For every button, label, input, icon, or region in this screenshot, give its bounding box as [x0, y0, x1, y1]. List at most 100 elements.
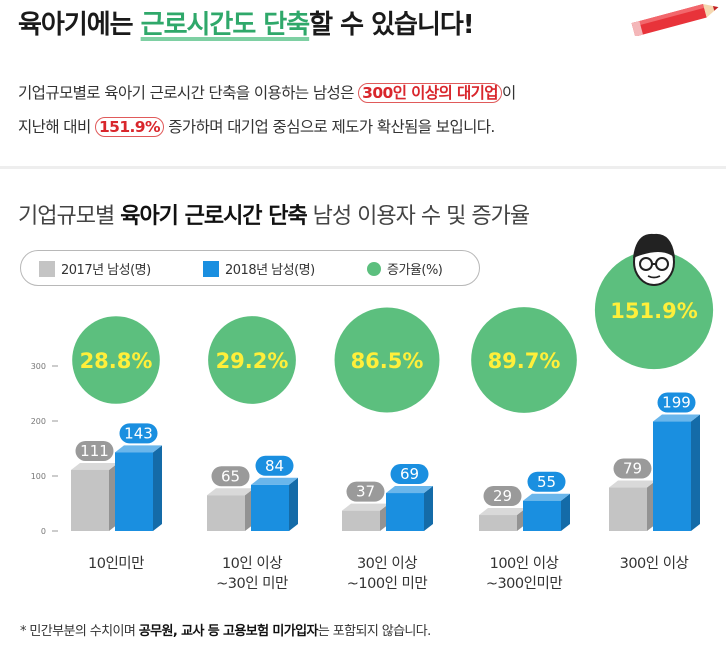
legend-label-rate: 증가율(%)	[387, 263, 443, 278]
bar-2017-top	[342, 503, 389, 511]
bar-2018-top	[523, 493, 570, 501]
headline-highlight: 근로시간도 단축	[140, 10, 310, 40]
intro-text: 기업규모별로 육아기 근로시간 단축을 이용하는 남성은	[18, 84, 359, 102]
legend-swatch-2018	[203, 260, 219, 277]
bar-2018-top	[115, 445, 162, 453]
growth-label: 89.7%	[488, 349, 561, 373]
legend-label-2018: 2018년 남성(명)	[225, 263, 315, 278]
growth-bubble	[594, 250, 714, 370]
bar-2017-top	[479, 508, 526, 516]
category-label: 10인미만	[88, 555, 144, 572]
section-divider	[0, 166, 726, 169]
bar-2017	[609, 487, 647, 531]
bar-2018-side	[153, 445, 162, 531]
chart-legend: 2017년 남성(명) 2018년 남성(명) 증가율(%)	[20, 250, 480, 286]
legend-swatch-rate	[367, 261, 381, 276]
bar-2018-top	[653, 414, 700, 422]
y-tick-label: 200	[31, 417, 46, 426]
y-tick-label: 100	[31, 472, 46, 481]
bar-2018-label-bg	[119, 423, 158, 444]
footnote: * 민간부분의 수치이며 공무원, 교사 등 고용보험 미가입자는 포함되지 않…	[20, 620, 431, 639]
bar-2018-value-label: 143	[124, 424, 153, 442]
bar-2018-side	[691, 414, 700, 531]
legend-swatch-2017	[39, 260, 55, 277]
bar-2018-top	[386, 486, 433, 494]
bar-2017-top	[71, 462, 118, 470]
intro-text: 지난해 대비	[18, 118, 95, 136]
growth-bubble	[334, 307, 440, 413]
bar-2017	[342, 510, 380, 531]
category-label: 100인 이상	[490, 555, 559, 572]
bar-2018-label-bg	[390, 464, 429, 485]
growth-label: 29.2%	[216, 349, 289, 373]
footnote-bold: 공무원, 교사 등 고용보험 미가입자	[138, 624, 319, 639]
legend-item-rate: 증가율(%)	[367, 259, 443, 278]
bar-2018-label-bg	[255, 455, 294, 476]
bar-2018-value-label: 69	[400, 465, 419, 483]
intro-emphasis-large-firms: 300인 이상의 대기업	[358, 83, 502, 103]
headline-text-end: 할 수 있습니다!	[309, 10, 474, 40]
legend-label-2017: 2017년 남성(명)	[61, 263, 151, 278]
chart-title: 기업규모별 육아기 근로시간 단축 남성 이용자 수 및 증가율	[18, 198, 530, 230]
growth-label: 151.9%	[610, 299, 697, 323]
category-label: ~300인미만	[486, 575, 563, 592]
bar-2017-label-bg	[613, 458, 652, 479]
bar-2018-value-label: 84	[265, 457, 284, 475]
bar-2018-top	[251, 477, 298, 485]
pencil-icon	[631, 3, 719, 36]
growth-label: 86.5%	[351, 349, 424, 373]
bar-2017-label-bg	[211, 466, 250, 487]
bar-2017-value-label: 37	[356, 483, 375, 501]
category-label: 30인 이상	[357, 555, 417, 572]
bar-2018-side	[561, 493, 570, 531]
growth-bubble	[208, 316, 296, 404]
bar-2018-side	[424, 486, 433, 531]
bar-2018	[251, 484, 289, 531]
bar-2017-top	[609, 480, 656, 488]
bar-2018	[523, 500, 561, 531]
bar-2018-side	[289, 477, 298, 531]
legend-item-2017: 2017년 남성(명)	[39, 259, 151, 278]
person-mouth	[647, 275, 661, 279]
headline-text: 육아기에는	[18, 10, 141, 40]
growth-bubble	[72, 316, 160, 404]
bar-2018-label-bg	[657, 392, 696, 413]
intro-emphasis-rate: 151.9%	[94, 117, 164, 137]
bar-2017-top	[207, 488, 254, 496]
person-hair	[633, 233, 675, 258]
growth-bubble	[471, 307, 577, 413]
bar-2017	[71, 469, 109, 531]
bar-2018-label-bg	[527, 471, 566, 492]
bar-2017-label-bg	[483, 486, 522, 507]
bar-2017-value-label: 111	[80, 442, 109, 460]
y-tick-label: 300	[31, 362, 46, 371]
bar-2018	[653, 421, 691, 531]
bar-2017-label-bg	[346, 481, 385, 502]
y-tick-label: 0	[41, 527, 46, 536]
chart-title-bold: 육아기 근로시간 단축	[120, 204, 307, 229]
chart-title-text: 기업규모별	[18, 204, 121, 229]
bar-2017-value-label: 79	[623, 460, 642, 478]
bar-2018	[115, 452, 153, 531]
intro-text: 이	[501, 84, 516, 102]
category-label: ~30인 미만	[216, 575, 288, 592]
bar-2018-value-label: 55	[537, 473, 556, 491]
intro-text: 증가하며 대기업 중심으로 제도가 확산됨을 보입니다.	[163, 118, 495, 136]
intro-paragraph: 기업규모별로 육아기 근로시간 단축을 이용하는 남성은 300인 이상의 대기…	[18, 76, 718, 144]
bar-2017	[479, 515, 517, 531]
growth-label: 28.8%	[80, 349, 153, 373]
headline: 육아기에는 근로시간도 단축할 수 있습니다!	[18, 4, 475, 41]
footnote-text: 는 포함되지 않습니다.	[317, 624, 431, 639]
bar-2017-value-label: 65	[221, 467, 240, 485]
chart-title-text: 남성 이용자 수 및 증가율	[306, 204, 530, 229]
category-label: 10인 이상	[222, 555, 282, 572]
bar-2018	[386, 493, 424, 531]
bar-2018-value-label: 199	[662, 394, 691, 412]
bar-2017	[207, 495, 245, 531]
bar-2017-value-label: 29	[493, 487, 512, 505]
footnote-text: * 민간부분의 수치이며	[20, 624, 139, 639]
category-label: 300인 이상	[620, 555, 689, 572]
legend-item-2018: 2018년 남성(명)	[203, 259, 315, 278]
bar-2017-label-bg	[75, 440, 114, 461]
